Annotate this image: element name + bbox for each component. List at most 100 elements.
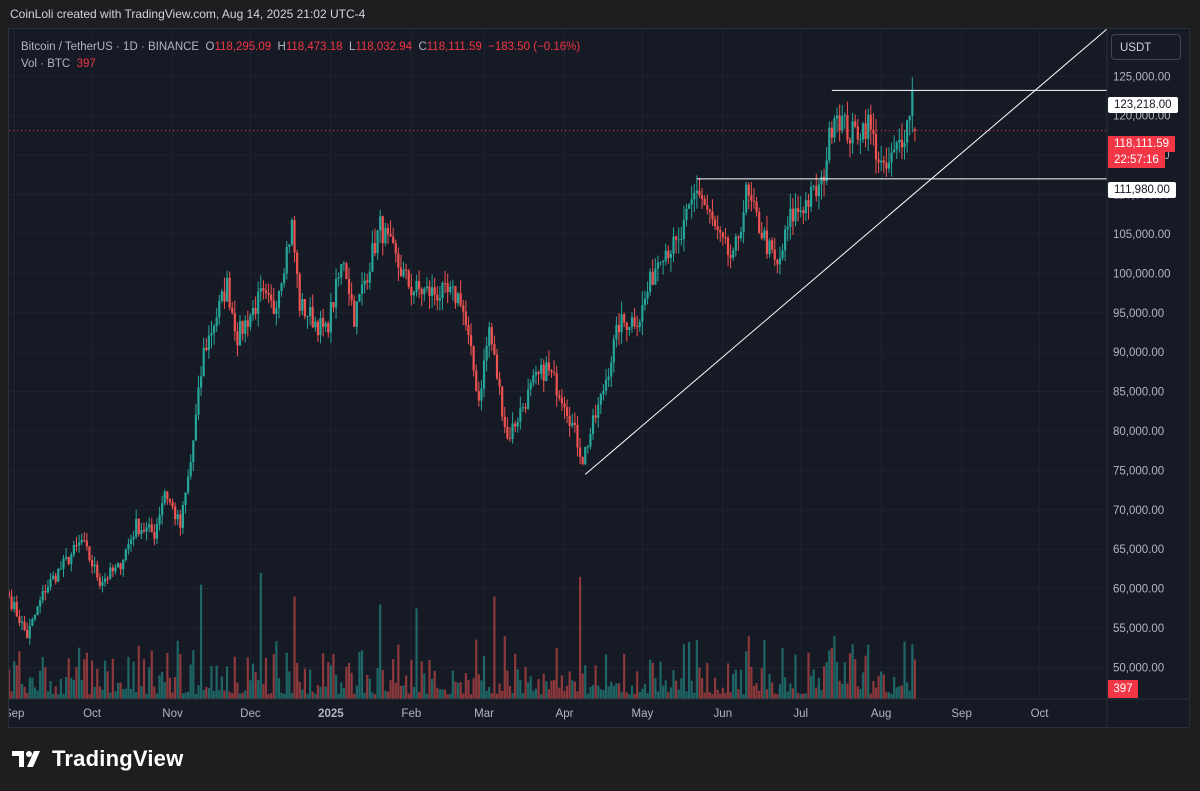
volume-bar — [244, 690, 247, 699]
candle-body — [672, 236, 675, 254]
candle-body — [319, 317, 322, 336]
volume-bar — [205, 686, 208, 699]
volume-bar — [57, 694, 60, 699]
candle-body — [441, 283, 444, 299]
candle-body — [776, 259, 779, 265]
candle-body — [329, 302, 332, 333]
candle-body — [885, 162, 888, 169]
candle-body — [10, 596, 13, 610]
volume-bar — [132, 661, 135, 699]
volume-bar — [161, 671, 164, 699]
candle-body — [280, 283, 283, 292]
volume-bar — [846, 683, 849, 699]
volume-bar — [168, 677, 172, 699]
symbol-label[interactable]: Bitcoin / TetherUS · 1D · BINANCE — [21, 41, 200, 53]
candle-body — [181, 505, 185, 528]
candle-body — [654, 268, 657, 285]
volume-bar — [15, 665, 18, 699]
volume-bar — [742, 694, 745, 699]
volume-label[interactable]: Vol · BTC — [21, 58, 71, 70]
tradingview-brand[interactable]: TradingView — [12, 744, 183, 774]
candle-body — [410, 286, 413, 296]
candle-body — [778, 258, 782, 265]
candle-body — [158, 515, 161, 525]
candle-body — [594, 415, 597, 418]
volume-bar — [602, 690, 605, 699]
volume-bar — [675, 680, 678, 699]
volume-bar — [903, 641, 906, 699]
volume-bar — [423, 673, 426, 699]
volume-bar — [778, 684, 782, 699]
candle-body — [122, 559, 125, 570]
candle-body — [114, 567, 117, 572]
volume-bar — [669, 687, 673, 699]
candle-body — [765, 230, 769, 254]
volume-bar — [553, 679, 556, 699]
volume-bar — [80, 679, 83, 699]
candle-body — [88, 546, 91, 561]
candle-body — [482, 360, 486, 389]
candle-body — [802, 210, 805, 214]
candle-body — [54, 575, 57, 582]
volume-bar — [436, 687, 439, 699]
candle-body — [423, 288, 426, 295]
candle-body — [809, 186, 813, 207]
candle-body — [57, 569, 60, 582]
candle-body — [368, 271, 371, 283]
candle-body — [49, 578, 52, 588]
volume-bar — [155, 693, 159, 699]
volume-bar — [41, 656, 44, 699]
volume-bar — [763, 640, 766, 699]
volume-bar — [659, 661, 662, 699]
candle-body — [77, 542, 81, 546]
candle-body — [140, 529, 143, 534]
volume-bar — [625, 692, 628, 699]
volume-bar — [241, 692, 244, 699]
candle-body — [519, 408, 522, 422]
volume-bar — [96, 668, 99, 699]
x-tick-label: Mar — [474, 708, 494, 720]
currency-button[interactable]: USDT — [1111, 34, 1181, 60]
last-price-tag: 118,111.59 — [1108, 136, 1175, 152]
candle-body — [690, 199, 693, 205]
candle-body — [197, 387, 200, 415]
volume-bar — [490, 693, 493, 699]
candle-body — [604, 379, 608, 391]
volume-bar — [376, 668, 379, 699]
volume-bar — [516, 669, 519, 699]
candle-body — [739, 231, 743, 239]
candle-body — [817, 184, 820, 197]
volume-bar — [750, 666, 753, 699]
candle-body — [794, 208, 797, 222]
volume-bar — [765, 689, 769, 699]
volume-bar — [259, 572, 262, 699]
change-value: −183.50 (−0.16%) — [488, 41, 581, 53]
candle-body — [360, 284, 364, 294]
volume-bar — [724, 692, 727, 699]
volume-bar — [656, 691, 660, 699]
volume-bar — [773, 693, 776, 699]
candle-body — [781, 250, 784, 259]
candle-body — [311, 307, 314, 328]
chart-panel[interactable]: 125,000.00120,000.00115,000.00110,000.00… — [8, 28, 1190, 728]
volume-bar — [480, 680, 483, 699]
candle-body — [80, 540, 83, 543]
volume-bar — [804, 693, 807, 699]
volume-bar — [262, 683, 265, 699]
volume-bar — [353, 693, 356, 699]
candle-body — [545, 362, 548, 381]
volume-bar — [454, 681, 457, 699]
volume-bar — [236, 682, 239, 699]
volume-bar — [13, 661, 16, 699]
candle-body — [259, 288, 262, 292]
candle-body — [174, 506, 177, 520]
candle-body — [223, 291, 226, 302]
price-chart[interactable]: 125,000.00120,000.00115,000.00110,000.00… — [9, 29, 1189, 727]
candle-body — [874, 133, 878, 160]
candle-body — [332, 302, 335, 308]
x-tick-label: Oct — [83, 708, 102, 720]
candle-body — [116, 563, 120, 568]
candle-body — [841, 116, 844, 131]
candle-body — [72, 545, 75, 555]
volume-bar — [334, 674, 338, 699]
